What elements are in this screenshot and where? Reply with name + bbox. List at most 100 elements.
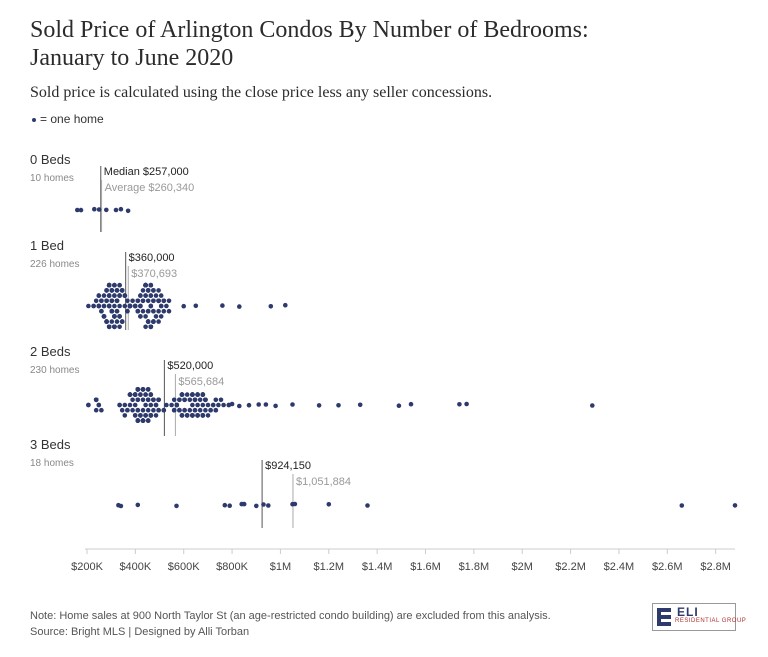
data-point — [148, 324, 154, 330]
data-point — [184, 413, 190, 418]
data-point — [138, 314, 143, 319]
data-point — [156, 298, 161, 304]
data-point — [93, 407, 99, 413]
data-point — [140, 298, 146, 304]
data-point — [96, 303, 102, 309]
logo-sub: RESIDENTIAL GROUP — [675, 618, 747, 624]
data-point — [193, 303, 199, 309]
data-point — [104, 319, 109, 324]
data-point — [590, 403, 595, 408]
data-point — [237, 304, 242, 309]
data-point — [143, 402, 148, 408]
data-point — [119, 319, 125, 324]
data-point — [117, 303, 122, 309]
data-point — [179, 392, 185, 397]
chart-title-line1: Sold Price of Arlington Condos By Number… — [30, 17, 589, 43]
data-point — [182, 397, 187, 403]
data-point — [140, 288, 146, 293]
data-point — [151, 407, 156, 413]
x-tick-label: $400K — [119, 561, 151, 573]
data-point — [457, 402, 462, 407]
data-point — [326, 502, 332, 507]
data-point — [182, 407, 187, 413]
data-point — [109, 308, 115, 314]
data-point — [122, 293, 128, 298]
x-tick-label: $2.2M — [555, 561, 586, 573]
data-point — [227, 503, 232, 509]
data-point — [109, 298, 115, 304]
data-point — [218, 397, 224, 403]
data-point — [197, 397, 203, 403]
legend: = one home — [32, 112, 104, 126]
data-point — [357, 402, 363, 408]
data-point — [203, 397, 208, 403]
group-count-label: 18 homes — [30, 458, 74, 469]
data-point — [117, 314, 122, 319]
data-point — [143, 282, 148, 288]
chart-subtitle: Sold price is calculated using the close… — [30, 84, 493, 101]
data-point — [195, 402, 200, 408]
data-point — [140, 387, 146, 392]
data-point — [114, 298, 120, 304]
x-tick-label: $2.4M — [604, 561, 635, 573]
data-point — [205, 413, 211, 418]
data-point — [104, 207, 109, 213]
group-count-label: 230 homes — [30, 365, 79, 376]
data-point — [106, 303, 112, 309]
data-point — [263, 402, 269, 407]
data-point — [135, 407, 141, 413]
data-point — [156, 288, 161, 293]
data-point — [117, 402, 122, 408]
data-point — [130, 298, 135, 304]
data-point — [112, 314, 117, 319]
x-tick-label: $1.6M — [410, 561, 441, 573]
data-point — [101, 293, 107, 298]
data-point — [268, 304, 274, 309]
data-point — [679, 503, 685, 508]
data-point — [140, 397, 146, 403]
data-point — [119, 288, 125, 293]
data-point — [125, 308, 130, 314]
average-label: $370,693 — [131, 268, 177, 280]
data-point — [101, 303, 107, 309]
logo-mark-icon — [657, 608, 671, 626]
data-point — [290, 402, 295, 407]
data-point — [190, 402, 195, 408]
beeswarm-chart: $200K $400K $600K $800K $1M $1.2M $1.4M $1.6M $1… — [30, 152, 738, 573]
data-point — [336, 403, 341, 408]
data-point — [210, 402, 216, 408]
group-label: 0 Beds — [30, 152, 71, 167]
data-point — [143, 392, 148, 397]
eli-logo: ELI RESIDENTIAL GROUP — [652, 603, 746, 631]
data-point — [91, 303, 96, 309]
x-tick-label: $2.8M — [700, 561, 731, 573]
data-point — [156, 397, 161, 403]
data-point — [109, 288, 115, 293]
data-point — [151, 288, 156, 293]
data-point — [151, 319, 156, 324]
data-point — [148, 303, 154, 309]
data-point — [158, 293, 164, 298]
data-point — [156, 407, 161, 413]
data-point — [138, 293, 143, 298]
data-point — [122, 303, 128, 309]
data-point — [130, 397, 135, 403]
data-point — [132, 413, 138, 418]
data-point — [148, 293, 154, 298]
data-point — [109, 319, 115, 324]
data-point — [148, 282, 154, 288]
data-point — [99, 298, 104, 304]
data-point — [143, 293, 148, 298]
data-point — [106, 282, 112, 288]
data-point — [266, 503, 271, 508]
data-point — [113, 207, 119, 213]
data-point — [143, 314, 148, 319]
data-point — [135, 298, 141, 304]
data-point — [75, 207, 80, 213]
data-point — [148, 413, 154, 418]
data-point — [179, 413, 185, 418]
data-point — [117, 282, 122, 288]
data-point — [153, 413, 159, 418]
data-point — [213, 407, 219, 413]
data-point — [106, 293, 112, 298]
